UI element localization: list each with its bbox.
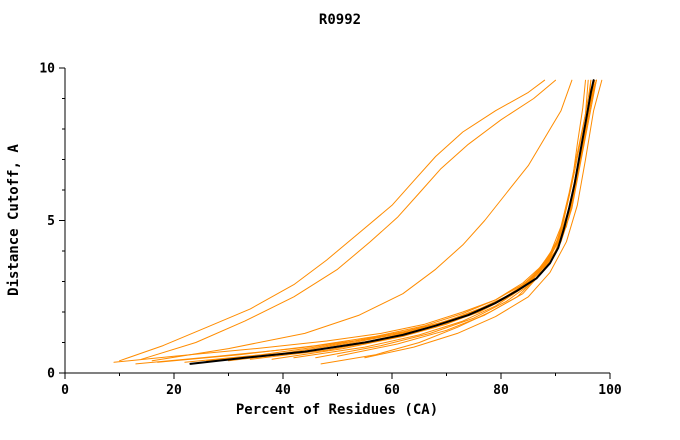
series-line-model-outlier-c xyxy=(151,79,573,362)
series-line-model-13 xyxy=(364,79,603,359)
series-line-model-outlier-b xyxy=(140,79,556,360)
y-tick-label: 0 xyxy=(47,367,55,382)
series-line-reference-black xyxy=(189,79,595,365)
series-line-model-09 xyxy=(293,79,597,359)
chart-title: R0992 xyxy=(319,12,361,28)
series-line-model-11 xyxy=(337,79,597,357)
series-line-model-04 xyxy=(184,79,592,363)
series-line-model-06 xyxy=(228,79,595,362)
x-tick-label: 80 xyxy=(493,383,509,398)
x-tick-label: 40 xyxy=(275,383,291,398)
series-line-model-12 xyxy=(320,79,597,365)
series-line-model-01 xyxy=(113,79,586,363)
plot-area: 0 20 40 60 80 100 0 5 10 xyxy=(39,62,622,399)
y-axis-label: Distance Cutoff, A xyxy=(6,144,22,296)
x-tick-label: 100 xyxy=(598,383,622,398)
x-tick-label: 0 xyxy=(61,383,69,398)
series-line-model-02 xyxy=(135,79,589,365)
series-line-model-07 xyxy=(249,79,595,360)
y-tick-label: 10 xyxy=(39,62,55,77)
series-line-model-08 xyxy=(271,79,596,360)
x-tick-label: 60 xyxy=(384,383,400,398)
series-line-model-outlier-a xyxy=(119,79,546,362)
series-line-model-03 xyxy=(157,79,592,363)
x-axis-label: Percent of Residues (CA) xyxy=(236,402,438,418)
series-line-model-05 xyxy=(206,79,595,362)
y-tick-label: 5 xyxy=(47,214,55,229)
x-tick-label: 20 xyxy=(166,383,182,398)
